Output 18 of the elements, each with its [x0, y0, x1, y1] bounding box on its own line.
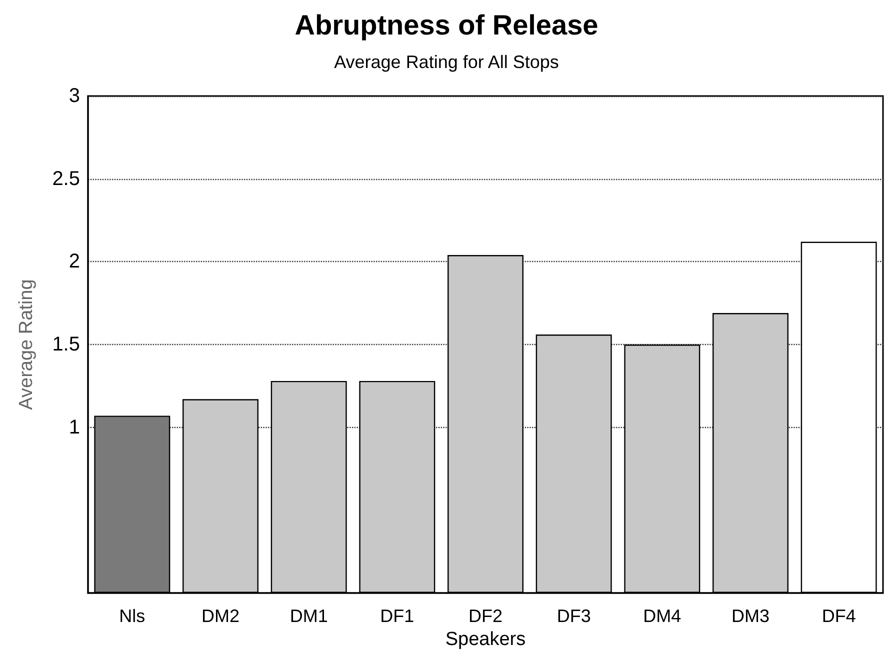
x-tick-label: DF3 — [556, 606, 591, 626]
x-tick-label: DM1 — [290, 606, 328, 626]
y-tick-label: 2 — [68, 250, 80, 273]
x-tick-label: DF2 — [468, 606, 503, 626]
y-tick-label: 3 — [68, 85, 80, 107]
chart-title: Abruptness of Release — [294, 10, 598, 40]
x-tick-label: DM4 — [643, 606, 682, 626]
x-tick-label: DF4 — [822, 606, 856, 626]
x-tick-label: Nls — [119, 606, 146, 626]
y-tick-label: 1 — [68, 416, 80, 438]
y-tick-label: 2.5 — [52, 168, 80, 190]
x-axis-title: Speakers — [445, 628, 526, 650]
x-tick-label: DM3 — [731, 606, 770, 626]
x-tick-label: DM2 — [201, 606, 240, 626]
y-tick-label: 1.5 — [52, 334, 80, 356]
y-axis-title: Average Rating — [16, 279, 37, 410]
chart-subtitle: Average Rating for All Stops — [334, 52, 559, 72]
x-tick-label: DF1 — [380, 606, 414, 626]
